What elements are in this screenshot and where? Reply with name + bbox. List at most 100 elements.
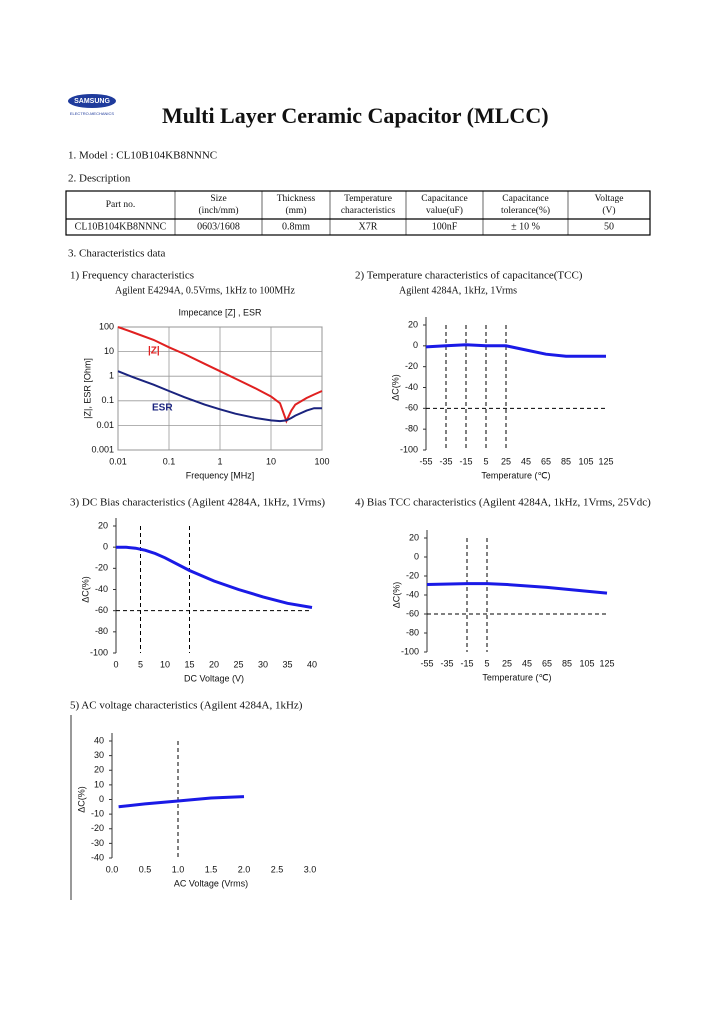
x-tick-label: 15 [184,659,194,669]
x-tick-label: 5 [138,659,143,669]
table-cell: X7R [359,221,378,232]
chart-heading: 4) Bias TCC characteristics (Agilent 428… [355,497,651,509]
y-axis-label: ΔC(%) [80,576,90,603]
x-tick-label: 25 [233,659,243,669]
x-tick-label: 1 [217,456,222,466]
table-header: characteristics [341,206,396,216]
series-line [118,795,245,809]
y-tick-label: 0 [103,542,108,552]
x-tick-label: 45 [522,658,532,668]
y-tick-label: 10 [104,346,114,356]
chart-subtitle: Agilent 4284A, 1kHz, 1Vrms [399,285,517,296]
x-axis-label: Temperature (℃) [481,470,550,480]
chart-heading: 2) Temperature characteristics of capaci… [355,270,583,282]
table-header: Capacitance [502,194,548,204]
series-line [425,343,606,358]
x-tick-label: 30 [258,659,268,669]
section-heading: 3. Characteristics data [68,248,166,260]
y-tick-label: 10 [94,779,104,789]
series-line [116,545,313,609]
y-tick-label: -20 [95,563,108,573]
y-tick-label: 100 [99,321,114,331]
table-cell: 100nF [432,221,458,232]
table-border [65,190,651,236]
x-axis-label: DC Voltage (V) [184,673,244,683]
x-tick-label: 25 [502,658,512,668]
x-tick-label: -55 [420,658,433,668]
x-tick-label: 2.0 [238,864,251,874]
spec-table: Part no. Size(inch/mm) Thickness(mm) Temper… [65,190,651,236]
series-label: ESR [152,403,173,414]
x-tick-label: 10 [266,456,276,466]
y-tick-label: -80 [406,627,419,637]
y-tick-label: -60 [95,605,108,615]
x-tick-label: 1.0 [172,864,185,874]
table-header: Temperature [344,194,392,204]
y-tick-label: 20 [98,520,108,530]
y-tick-label: 0.1 [101,395,114,405]
y-tick-label: -20 [91,823,104,833]
y-tick-label: -10 [91,809,104,819]
y-tick-label: 30 [94,750,104,760]
logo-brand: SAMSUNG [74,98,110,105]
x-tick-label: 0.5 [139,864,152,874]
y-axis-label: |Z|, ESR [Ohm] [82,358,92,419]
table-cell: 0603/1608 [197,221,240,232]
y-tick-label: -40 [405,382,418,392]
logo-mark [68,94,116,108]
x-tick-label: 125 [599,658,614,668]
y-tick-label: 20 [409,532,419,542]
chart-heading: 1) Frequency characteristics [70,270,194,282]
x-tick-label: 0.01 [109,456,127,466]
table-header: Voltage [595,194,624,204]
table-header: tolerance(%) [501,205,550,216]
y-tick-label: 40 [94,735,104,745]
x-tick-label: 0 [113,659,118,669]
y-tick-label: 0 [99,794,104,804]
model: 1. Model : CL10B104KB8NNNC [68,150,217,162]
x-tick-label: -15 [459,456,472,466]
doc-title: Multi Layer Ceramic Capacitor (MLCC) [162,103,549,128]
x-tick-label: 45 [521,456,531,466]
y-tick-label: 20 [408,319,418,329]
table-cell: ± 10 % [511,221,540,232]
table-cell: 50 [604,221,614,232]
x-tick-label: 5 [483,456,488,466]
y-tick-label: 0 [413,340,418,350]
x-tick-label: -55 [419,456,432,466]
table-header: (inch/mm) [198,205,238,216]
y-tick-label: -100 [90,647,108,657]
x-axis-label: AC Voltage (Vrms) [174,878,248,888]
y-tick-label: -100 [401,646,419,656]
y-tick-label: 1 [109,371,114,381]
x-tick-label: 85 [561,456,571,466]
chart-title: Impecance [Z] , ESR [178,307,262,317]
logo-sub: ELECTRO-MECHANICS [70,111,115,116]
x-tick-label: 65 [541,456,551,466]
section-heading: 2. Description [68,173,131,185]
table-cell: CL10B104KB8NNNC [75,221,167,232]
x-tick-label: 85 [562,658,572,668]
x-tick-label: -15 [460,658,473,668]
y-tick-label: 20 [94,765,104,775]
x-axis-label: Frequency [MHz] [186,470,255,480]
y-tick-label: -40 [91,852,104,862]
table-header: value(uF) [426,205,463,216]
y-axis-label: ΔC(%) [76,786,86,813]
y-tick-label: 0.001 [91,444,114,454]
x-tick-label: -35 [439,456,452,466]
x-tick-label: 0.0 [106,864,119,874]
y-tick-label: -30 [91,838,104,848]
x-tick-label: 105 [578,456,593,466]
table-header: (V) [602,205,615,216]
chart-subtitle: Agilent E4294A, 0.5Vrms, 1kHz to 100MHz [115,285,295,296]
y-tick-label: 0.01 [96,420,114,430]
x-tick-label: 3.0 [304,864,317,874]
charts: 1) Frequency characteristics Agilent E429… [70,270,651,889]
x-tick-label: 40 [307,659,317,669]
x-tick-label: 5 [484,658,489,668]
y-axis-label: ΔC(%) [391,582,401,609]
y-tick-label: -40 [406,589,419,599]
series-label: |Z| [148,346,160,357]
